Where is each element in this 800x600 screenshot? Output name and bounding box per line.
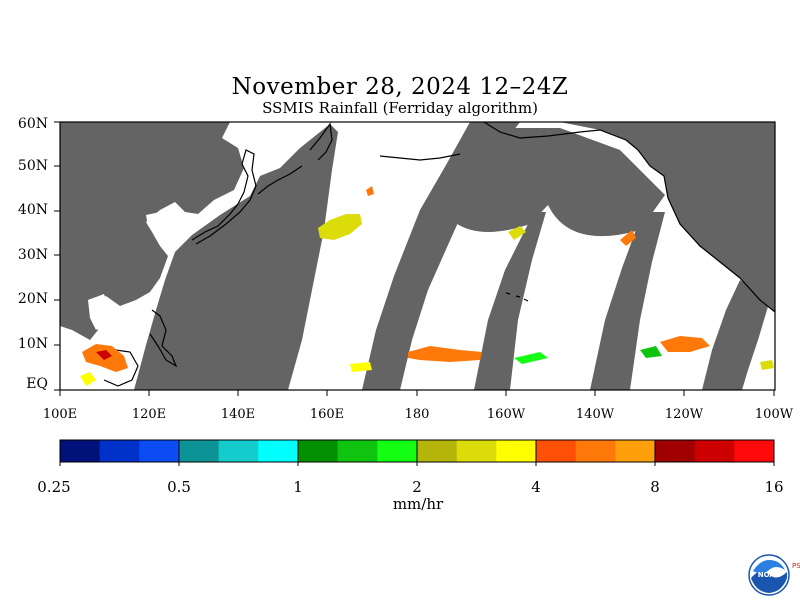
lat-label-20n: 20N [17, 291, 48, 307]
noaa-logo: NOAA [748, 554, 790, 596]
lon-label-140e: 140E [220, 407, 256, 422]
colorbar-swatch [139, 440, 180, 462]
north-america-coastline [667, 197, 776, 313]
alaska-coastline [483, 121, 669, 199]
lon-label-100w: 100W [754, 407, 794, 422]
colorbar-swatch [337, 440, 378, 462]
rain-south-china-sea-core [96, 350, 112, 360]
lat-label-40n: 40N [17, 202, 48, 218]
colorbar-units: mm/hr [392, 495, 444, 513]
colorbar-label-0-25: 0.25 [37, 478, 71, 496]
kamchatka-coastline [309, 122, 333, 161]
rain-east-pacific-green [640, 346, 662, 358]
psl-side-text: PSL [792, 562, 800, 570]
kuril-chain [257, 165, 303, 195]
rain-band-green-edge [514, 352, 548, 364]
yellow-sea-area [146, 212, 168, 230]
colorbar-label-8: 8 [650, 478, 660, 496]
colorbar-swatch [218, 440, 259, 462]
colorbar-label-4: 4 [531, 478, 541, 496]
colorbar-label-2: 2 [412, 478, 422, 496]
colorbar-label-16: 16 [764, 478, 784, 496]
swath-gap-140w [590, 212, 665, 390]
lon-label-180: 180 [404, 407, 430, 422]
colorbar-swatch [417, 440, 458, 462]
colorbar-swatch [456, 440, 497, 462]
rain-northwest-pacific [318, 214, 362, 240]
colorbar-swatch [496, 440, 537, 462]
map-title: November 28, 2024 12–24Z [231, 74, 569, 100]
colorbar-label-0-5: 0.5 [167, 478, 191, 496]
swath-arc-center [436, 128, 665, 237]
lon-label-120w: 120W [664, 407, 704, 422]
north-pacific-no-data [484, 122, 775, 312]
axis-ticks [54, 121, 775, 396]
landmasses [88, 212, 192, 330]
rain-north-central [508, 226, 526, 240]
indochina-land [88, 294, 110, 330]
map-subtitle: SSMIS Rainfall (Ferriday algorithm) [262, 99, 538, 117]
colorbar-swatch [298, 440, 339, 462]
rain-northeast-pacific [620, 230, 636, 246]
lat-label-eq: EQ [26, 376, 48, 392]
swath-gap-160w [474, 212, 546, 390]
map-panel [59, 121, 776, 391]
lon-label-160e: 160E [309, 407, 345, 422]
lat-label-30n: 30N [17, 247, 48, 263]
colorbar-swatch [575, 440, 616, 462]
asia-continent-no-data [60, 122, 244, 340]
rain-northwest-pacific-core [366, 186, 374, 196]
colorbar-swatch [615, 440, 656, 462]
colorbar-swatch [60, 440, 101, 462]
lat-label-50n: 50N [17, 158, 48, 174]
lon-label-100e: 100E [42, 407, 78, 422]
west-pacific-swath-gap [134, 124, 338, 390]
colorbar-swatch [694, 440, 735, 462]
colorbar-swatch [734, 440, 775, 462]
colorbar-label-1: 1 [293, 478, 303, 496]
lon-label-120e: 120E [131, 407, 167, 422]
latitude-ticks [54, 121, 60, 391]
noaa-logo-text: NOAA [758, 571, 781, 579]
swath-gap-date-line [362, 122, 520, 390]
colorbar-swatch [179, 440, 220, 462]
philippines-coastline [149, 309, 178, 368]
longitude-ticks [59, 390, 775, 396]
colorbar-swatch [377, 440, 418, 462]
coastlines [101, 121, 776, 387]
rain-east-pacific [660, 336, 710, 352]
rain-central-pacific-band [408, 346, 482, 362]
colorbar-swatch [655, 440, 696, 462]
rainfall-patches [80, 186, 774, 386]
rain-far-east [760, 360, 774, 370]
colorbar [59, 439, 775, 466]
hawaii-islands [505, 292, 529, 302]
no-data-areas [60, 122, 775, 390]
aleutian-chain [379, 153, 461, 161]
colorbar-swatch [258, 440, 299, 462]
swath-gap-110w [702, 280, 770, 390]
rain-band-yellow-edge [350, 362, 372, 372]
colorbar-swatch [536, 440, 577, 462]
colorbar-swatch [99, 440, 140, 462]
lon-label-140w: 140W [575, 407, 615, 422]
lat-label-10n: 10N [17, 336, 48, 352]
rain-south-china-sea-edge [80, 372, 96, 386]
korean-peninsula [178, 214, 192, 240]
japan-coastline [191, 149, 257, 245]
lon-label-160w: 160W [486, 407, 526, 422]
lat-label-60n: 60N [17, 116, 48, 132]
